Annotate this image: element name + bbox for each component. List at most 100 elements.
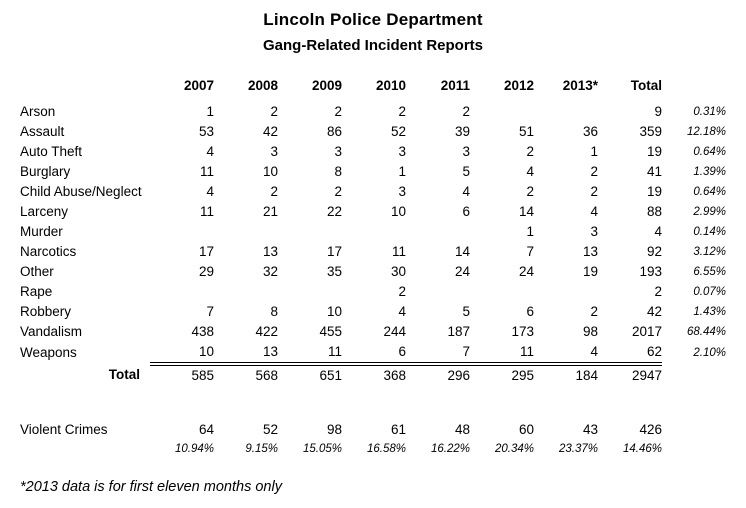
col-header: Total [630,78,662,93]
cell-value: 2 [334,184,342,199]
cell-value [406,222,470,242]
cell-value [150,222,214,242]
cell-value: 3 [334,144,342,159]
cell-value: 4 [590,204,598,219]
total-value: 568 [255,368,278,383]
table-row: Robbery 7 8 10 4 5 6 2 42 1.43% [0,302,726,322]
cell-value: 53 [198,124,214,139]
violent-crimes-percent: 14.46% [622,443,662,455]
cell-value: 1 [206,104,214,119]
row-label: Burglary [20,164,71,179]
total-percent-spacer [662,364,726,386]
cell-value: 21 [262,204,278,219]
row-percent: 2.10% [693,347,726,359]
table-row: Narcotics 17 13 17 11 14 7 13 92 3.12% [0,242,726,262]
cell-value: 11 [199,164,214,179]
cell-value [342,222,406,242]
col-header: 2008 [247,78,278,93]
section-gap [0,386,726,420]
incident-table: 2007 2008 2009 2010 2011 2012 2013* Total Arson… [0,76,726,458]
cell-value: 41 [646,164,662,179]
cell-value [214,282,278,302]
row-percent: 1.43% [693,306,726,318]
cell-value: 455 [319,324,342,339]
cell-value: 2017 [631,324,662,339]
cell-value: 4 [654,224,662,239]
total-row: Total 585 568 651 368 296 295 184 2947 [0,364,726,386]
cell-value: 88 [646,204,662,219]
row-percent: 0.64% [693,146,726,158]
cell-value: 30 [390,264,406,279]
row-percent: 0.64% [693,186,726,198]
cell-value: 14 [518,204,534,219]
cell-value: 438 [191,324,214,339]
cell-value: 4 [206,144,214,159]
cell-value: 10 [326,304,342,319]
cell-value: 36 [582,124,598,139]
cell-value: 3 [462,144,470,159]
cell-value [534,102,598,122]
cell-value: 6 [462,204,470,219]
table-row: Burglary 11 10 8 1 5 4 2 41 1.39% [0,162,726,182]
cell-value: 6 [342,342,406,366]
cell-value: 2 [398,284,406,299]
cell-value: 4 [526,164,534,179]
cell-value: 13 [214,342,278,366]
col-header: 2010 [375,78,406,93]
violent-crimes-percent: 20.34% [494,443,534,455]
violent-crimes-value: 43 [582,422,598,437]
row-percent: 12.18% [686,126,726,138]
row-percent: 1.39% [693,166,726,178]
cell-value: 187 [447,324,470,339]
cell-value: 4 [534,342,598,366]
cell-value: 7 [526,244,534,259]
cell-value: 98 [582,324,598,339]
violent-crimes-label: Violent Crimes [20,422,108,437]
row-percent: 68.44% [686,326,726,338]
cell-value: 422 [255,324,278,339]
cell-value [150,282,214,302]
cell-value: 42 [646,304,662,319]
cell-value: 3 [398,144,406,159]
cell-value [278,222,342,242]
row-label: Murder [20,224,63,239]
cell-value: 22 [326,204,342,219]
cell-value: 2 [270,184,278,199]
cell-value: 19 [646,184,662,199]
violent-crimes-percent: 23.37% [558,443,598,455]
table-row: Vandalism 438 422 455 244 187 173 98 2017 68.44% [0,322,726,342]
cell-value: 11 [391,244,406,259]
cell-value: 9 [654,104,662,119]
cell-value: 2 [654,284,662,299]
cell-value: 1 [398,164,406,179]
cell-value: 52 [390,124,406,139]
cell-value [470,102,534,122]
pct-header-spacer [662,76,726,96]
row-label: Auto Theft [20,144,83,159]
total-value: 651 [319,368,342,383]
cell-value: 7 [206,304,214,319]
cell-value: 1 [526,224,534,239]
cell-value: 86 [326,124,342,139]
row-label: Other [20,264,54,279]
cell-value: 10 [150,342,214,366]
cell-value: 39 [454,124,470,139]
cell-value: 19 [582,264,598,279]
violent-crimes-value: 426 [639,422,662,437]
cell-value [470,282,534,302]
cell-value: 24 [518,264,534,279]
violent-crimes-row: Violent Crimes 64 52 98 61 48 60 43 426 [0,420,726,440]
table-row: Assault 53 42 86 52 39 51 36 359 12.18% [0,122,726,142]
row-label: Arson [20,104,56,119]
cell-value: 19 [646,144,662,159]
cell-value: 14 [454,244,470,259]
cell-value: 2 [462,104,470,119]
footnote: *2013 data is for first eleven months on… [20,479,282,495]
row-label: Larceny [20,204,69,219]
table-row: Child Abuse/Neglect 4 2 2 3 4 2 2 19 0.64% [0,182,726,202]
cell-value: 29 [198,264,214,279]
total-value: 295 [511,368,534,383]
cell-value: 3 [590,224,598,239]
cell-value: 2 [590,164,598,179]
col-header: 2012 [503,78,534,93]
